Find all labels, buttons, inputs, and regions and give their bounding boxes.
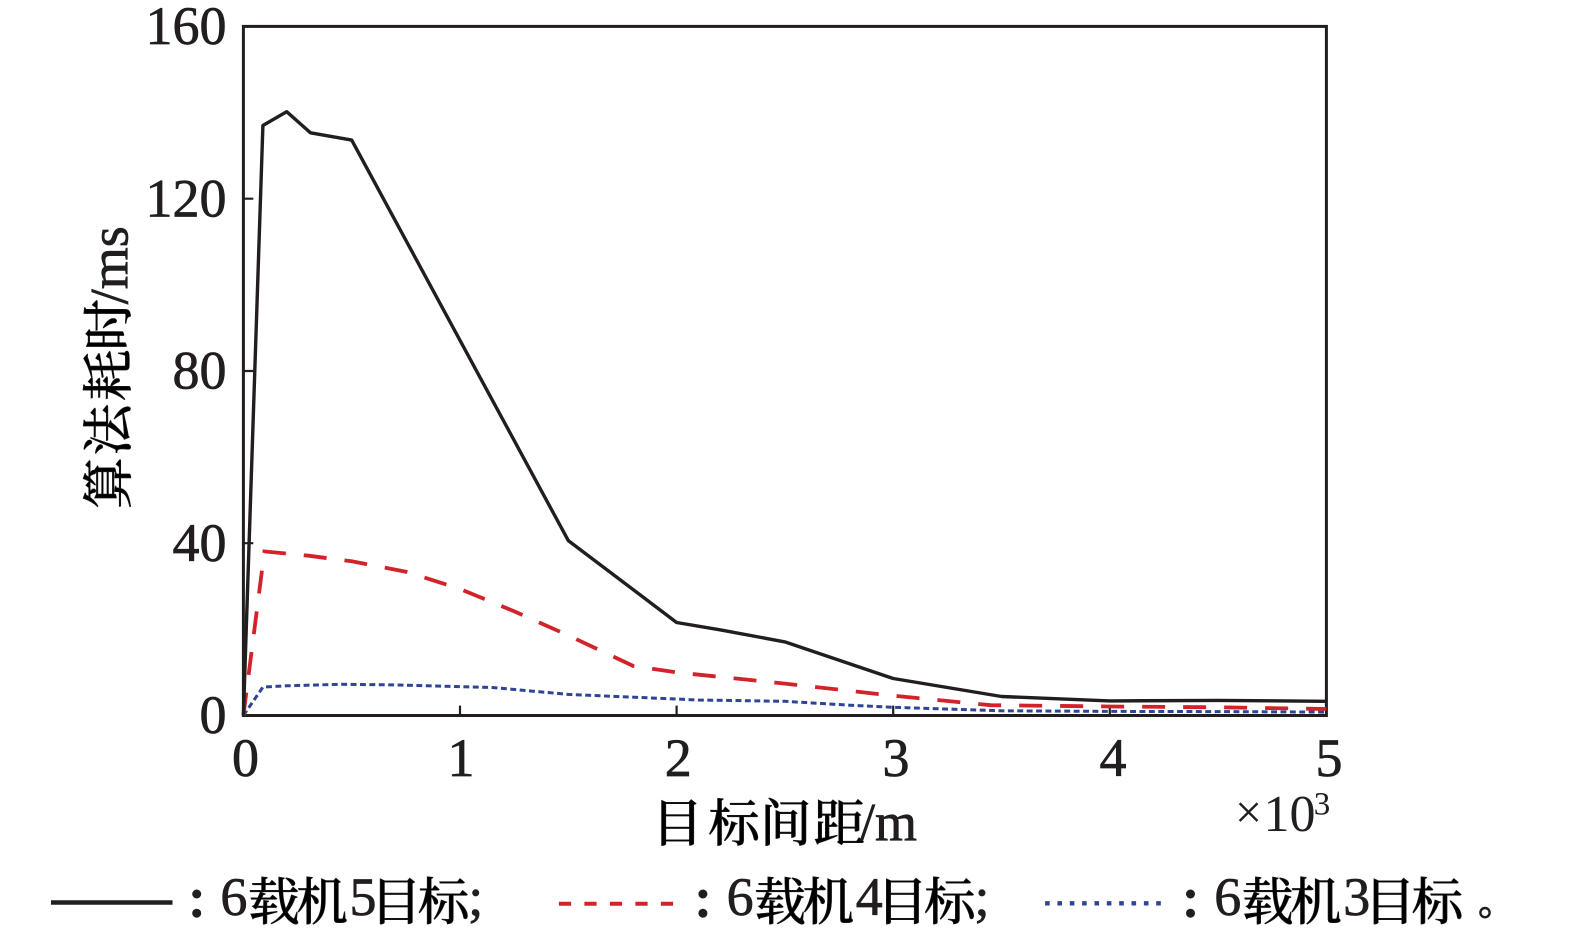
svg-text:5: 5 <box>1316 728 1343 788</box>
svg-text:/ms: /ms <box>80 226 140 304</box>
svg-text:3: 3 <box>1314 787 1331 823</box>
svg-text:5: 5 <box>350 867 377 927</box>
svg-text:6: 6 <box>1214 867 1241 927</box>
svg-text:3: 3 <box>1343 867 1370 927</box>
svg-text:;: ; <box>974 867 989 927</box>
svg-text:4: 4 <box>856 867 883 927</box>
svg-text:3: 3 <box>883 728 910 788</box>
svg-text:160: 160 <box>146 0 227 56</box>
svg-text:120: 120 <box>146 169 227 229</box>
svg-text:;: ; <box>468 867 483 927</box>
svg-text:0: 0 <box>200 685 227 745</box>
svg-text:6: 6 <box>727 867 754 927</box>
svg-text:×: × <box>1235 786 1262 839</box>
svg-text:6: 6 <box>220 867 247 927</box>
svg-text:1: 1 <box>448 728 475 788</box>
svg-text:10: 10 <box>1264 786 1316 843</box>
svg-text:/m: /m <box>860 793 917 853</box>
svg-text:2: 2 <box>665 728 692 788</box>
svg-text:40: 40 <box>173 513 227 573</box>
svg-text:4: 4 <box>1100 728 1127 788</box>
svg-text:80: 80 <box>173 341 227 401</box>
svg-text:0: 0 <box>232 728 259 788</box>
